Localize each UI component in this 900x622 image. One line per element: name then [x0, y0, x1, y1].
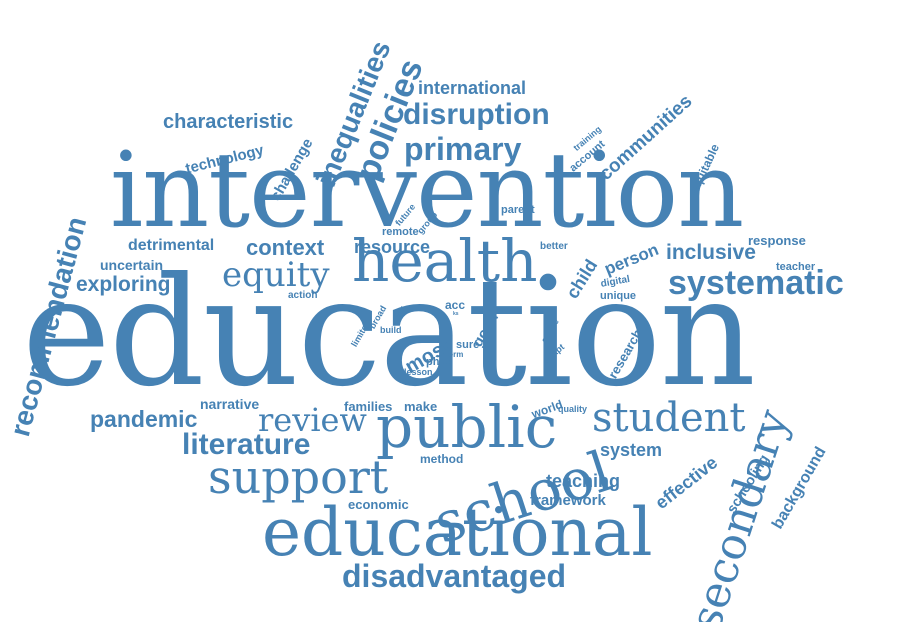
word-exploring: exploring — [76, 273, 171, 296]
word-effective: effective — [651, 452, 722, 513]
word-framework: framework — [530, 492, 606, 509]
word-education: education — [22, 246, 756, 420]
word-context: context — [246, 235, 325, 260]
word-build: build — [380, 325, 402, 335]
word-student: student — [592, 395, 746, 441]
word-response: response — [748, 233, 806, 248]
word-ks: ks — [453, 311, 459, 317]
word-remote: remote — [382, 226, 419, 238]
word-disadvantaged: disadvantaged — [342, 558, 567, 594]
word-economic: economic — [348, 497, 409, 512]
word-better: better — [540, 241, 568, 252]
word-families: families — [344, 399, 393, 414]
word-detrimental: detrimental — [128, 237, 215, 254]
word-method: method — [420, 452, 464, 466]
word-intervention: intervention — [110, 129, 744, 251]
word-primary: primary — [404, 131, 522, 167]
word-health: health — [352, 227, 538, 295]
word-unique: unique — [600, 290, 637, 302]
word-narrative: narrative — [200, 396, 260, 412]
word-systematic: systematic — [668, 264, 844, 302]
word-literature: literature — [182, 428, 311, 461]
word-phes: phes — [426, 356, 452, 368]
word-acc: acc — [445, 298, 466, 312]
word-quality: quality — [558, 404, 588, 414]
word-sure: sure — [456, 339, 480, 351]
word-support: support — [208, 450, 389, 504]
word-action: action — [288, 290, 318, 301]
word-parent: parent — [501, 204, 535, 216]
word-term: term — [446, 350, 464, 359]
word-equity: equity — [222, 255, 330, 295]
word-public: public — [376, 393, 558, 461]
word-teaching: teaching — [546, 471, 621, 491]
word-characteristic: characteristic — [163, 111, 294, 133]
word-make: make — [404, 399, 438, 414]
word-pandemic: pandemic — [90, 406, 198, 432]
word-international: international — [418, 78, 527, 98]
word-disruption: disruption — [403, 98, 550, 131]
word-inclusive: inclusive — [666, 241, 756, 264]
word-teacher: teacher — [776, 261, 816, 273]
word-uncertain: uncertain — [100, 257, 164, 273]
word-system: system — [600, 440, 663, 460]
word-resource: resource — [354, 237, 431, 257]
word-review: review — [258, 401, 367, 439]
word-educational: educational — [262, 494, 653, 571]
word-lesson: lesson — [404, 367, 433, 377]
